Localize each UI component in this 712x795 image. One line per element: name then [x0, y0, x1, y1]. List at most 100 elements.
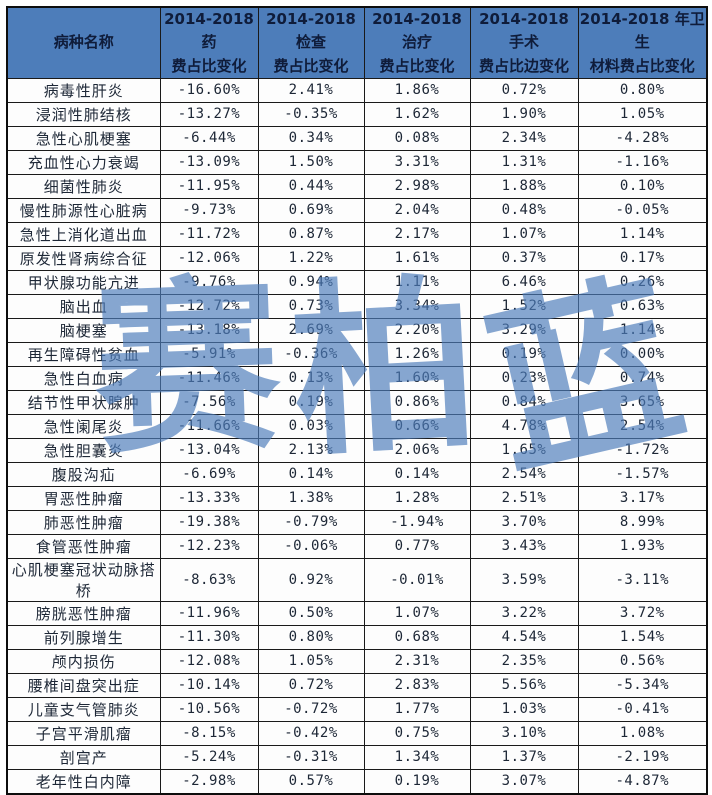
- value-cell: 0.75%: [363, 720, 471, 746]
- value-cell: -5.24%: [159, 744, 259, 770]
- table-row: 前列腺增生 -11.30% 0.80% 0.68% 4.54% 1.54%: [6, 624, 708, 650]
- table-row: 食管恶性肿瘤 -12.23% -0.06% 0.77% 3.43% 1.93%: [6, 533, 708, 559]
- value-cell: 0.63%: [577, 293, 708, 319]
- value-cell: 1.26%: [363, 341, 471, 367]
- value-cell: -2.98%: [159, 768, 259, 795]
- value-cell: -0.05%: [577, 197, 708, 223]
- table-row: 儿童支气管肺炎 -10.56% -0.72% 1.77% 1.03% -0.41%: [6, 696, 708, 722]
- disease-name-cell: 慢性肺源性心脏病: [6, 197, 161, 223]
- disease-name-cell: 胃恶性肿瘤: [6, 485, 161, 511]
- value-cell: 0.84%: [469, 389, 579, 415]
- value-cell: 0.26%: [577, 269, 708, 295]
- value-cell: 1.77%: [363, 696, 471, 722]
- value-cell: -12.23%: [159, 533, 259, 559]
- value-cell: 0.13%: [257, 365, 365, 391]
- value-cell: 1.65%: [469, 437, 579, 463]
- value-cell: -8.15%: [159, 720, 259, 746]
- disease-name-cell: 浸润性肺结核: [6, 101, 161, 127]
- value-cell: 2.51%: [469, 485, 579, 511]
- value-cell: -3.11%: [577, 557, 708, 602]
- disease-name-cell: 病毒性肝炎: [6, 77, 161, 103]
- disease-name-cell: 脑梗塞: [6, 317, 161, 343]
- value-cell: -9.76%: [159, 269, 259, 295]
- value-cell: -0.06%: [257, 533, 365, 559]
- disease-name-cell: 心肌梗塞冠状动脉搭桥: [6, 557, 161, 602]
- value-cell: 1.86%: [363, 77, 471, 103]
- value-cell: 0.00%: [577, 341, 708, 367]
- column-header-4: 2014-2018 手术 费占比边变化: [469, 6, 579, 79]
- value-cell: 1.34%: [363, 744, 471, 770]
- value-cell: -0.35%: [257, 101, 365, 127]
- value-cell: -4.87%: [577, 768, 708, 795]
- value-cell: -13.33%: [159, 485, 259, 511]
- disease-name-cell: 儿童支气管肺炎: [6, 696, 161, 722]
- value-cell: 0.23%: [469, 365, 579, 391]
- value-cell: 0.19%: [469, 341, 579, 367]
- value-cell: 0.80%: [257, 624, 365, 650]
- disease-name-cell: 充血性心力衰竭: [6, 149, 161, 175]
- value-cell: 0.14%: [257, 461, 365, 487]
- disease-name-cell: 腹股沟疝: [6, 461, 161, 487]
- value-cell: -13.18%: [159, 317, 259, 343]
- value-cell: -12.08%: [159, 648, 259, 674]
- value-cell: 0.17%: [577, 245, 708, 271]
- value-cell: 1.14%: [577, 317, 708, 343]
- value-cell: 2.06%: [363, 437, 471, 463]
- table-row: 子宫平滑肌瘤 -8.15% -0.42% 0.75% 3.10% 1.08%: [6, 720, 708, 746]
- disease-name-cell: 急性上消化道出血: [6, 221, 161, 247]
- disease-name-cell: 原发性肾病综合征: [6, 245, 161, 271]
- value-cell: 3.43%: [469, 533, 579, 559]
- disease-name-cell: 急性阑尾炎: [6, 413, 161, 439]
- value-cell: 1.54%: [577, 624, 708, 650]
- table-row: 细菌性肺炎 -11.95% 0.44% 2.98% 1.88% 0.10%: [6, 173, 708, 199]
- value-cell: -12.06%: [159, 245, 259, 271]
- value-cell: -0.41%: [577, 696, 708, 722]
- value-cell: -16.60%: [159, 77, 259, 103]
- value-cell: -6.44%: [159, 125, 259, 151]
- disease-cost-table: 病种名称 2014-2018 药 费占比变化 2014-2018 检查 费占比变化 2…: [6, 6, 708, 795]
- table-row: 甲状腺功能亢进 -9.76% 0.94% 1.11% 6.46% 0.26%: [6, 269, 708, 295]
- value-cell: -13.27%: [159, 101, 259, 127]
- value-cell: -7.56%: [159, 389, 259, 415]
- disease-name-cell: 剖宫产: [6, 744, 161, 770]
- value-cell: 3.07%: [469, 768, 579, 795]
- value-cell: 1.52%: [469, 293, 579, 319]
- disease-name-cell: 老年性白内障: [6, 768, 161, 795]
- value-cell: 2.17%: [363, 221, 471, 247]
- column-header-0: 病种名称: [6, 6, 161, 79]
- value-cell: -11.66%: [159, 413, 259, 439]
- value-cell: 1.07%: [363, 600, 471, 626]
- disease-name-cell: 结节性甲状腺肿: [6, 389, 161, 415]
- table-row: 心肌梗塞冠状动脉搭桥 -8.63% 0.92% -0.01% 3.59% -3.11%: [6, 557, 708, 602]
- value-cell: 1.88%: [469, 173, 579, 199]
- table-row: 急性胆囊炎 -13.04% 2.13% 2.06% 1.65% -1.72%: [6, 437, 708, 463]
- value-cell: -1.72%: [577, 437, 708, 463]
- value-cell: -0.79%: [257, 509, 365, 535]
- value-cell: 0.68%: [363, 624, 471, 650]
- value-cell: 0.72%: [257, 672, 365, 698]
- value-cell: 1.60%: [363, 365, 471, 391]
- value-cell: 2.54%: [577, 413, 708, 439]
- value-cell: 0.86%: [363, 389, 471, 415]
- value-cell: -0.72%: [257, 696, 365, 722]
- value-cell: 3.17%: [577, 485, 708, 511]
- value-cell: -1.94%: [363, 509, 471, 535]
- value-cell: 3.29%: [469, 317, 579, 343]
- value-cell: 1.93%: [577, 533, 708, 559]
- value-cell: 0.08%: [363, 125, 471, 151]
- value-cell: 0.48%: [469, 197, 579, 223]
- disease-name-cell: 前列腺增生: [6, 624, 161, 650]
- value-cell: 2.20%: [363, 317, 471, 343]
- value-cell: 2.69%: [257, 317, 365, 343]
- value-cell: 2.98%: [363, 173, 471, 199]
- table-row: 腰椎间盘突出症 -10.14% 0.72% 2.83% 5.56% -5.34%: [6, 672, 708, 698]
- value-cell: 3.10%: [469, 720, 579, 746]
- value-cell: -10.56%: [159, 696, 259, 722]
- value-cell: -13.04%: [159, 437, 259, 463]
- table-body: 病毒性肝炎 -16.60% 2.41% 1.86% 0.72% 0.80% 浸润性肺结核 -1…: [6, 77, 708, 795]
- value-cell: 1.03%: [469, 696, 579, 722]
- value-cell: 0.66%: [363, 413, 471, 439]
- disease-name-cell: 脑出血: [6, 293, 161, 319]
- value-cell: 3.59%: [469, 557, 579, 602]
- value-cell: 0.69%: [257, 197, 365, 223]
